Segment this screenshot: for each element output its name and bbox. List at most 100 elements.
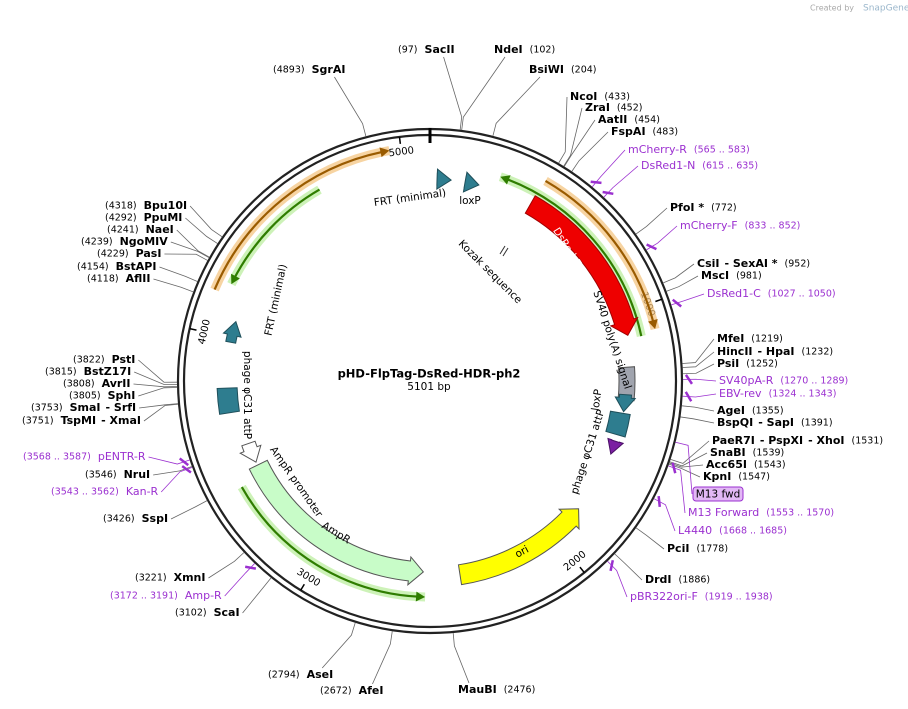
enzyme-name: CsiI	[697, 257, 719, 270]
leader-line	[321, 622, 356, 669]
enzyme-name: BspQI	[717, 416, 753, 429]
tick-mark	[398, 136, 402, 144]
feature-arrow	[457, 508, 580, 586]
enzyme-name: BstAPI	[116, 260, 157, 273]
enzyme-position: (2476)	[504, 685, 536, 696]
leader-line	[682, 363, 715, 375]
enzyme-position: (102)	[530, 45, 556, 56]
enzyme-name: Acc65I	[706, 458, 747, 471]
leader-line	[607, 560, 628, 598]
enzyme-position: (97)	[398, 45, 418, 56]
arc-line	[240, 486, 420, 598]
arc-line	[505, 177, 643, 337]
enzyme-name: AgeI	[717, 404, 745, 417]
leader-line	[134, 371, 178, 385]
tick-mark	[300, 583, 305, 591]
primer-position: (1027 .. 1050)	[768, 289, 836, 300]
feature-arrow	[462, 171, 480, 193]
enzyme-name: PsiI	[717, 357, 739, 370]
enzyme-position: (3815)	[45, 367, 77, 378]
enzyme-position: (4292)	[105, 213, 137, 224]
enzyme-position: (3753)	[31, 403, 63, 414]
kozak-mark	[502, 247, 509, 257]
primer-name: M13 Forward	[688, 506, 759, 519]
enzyme-name: PciI	[667, 542, 689, 555]
leader-line	[614, 553, 643, 581]
primer-position: (833 .. 852)	[745, 221, 801, 232]
arc-head	[648, 318, 658, 330]
leader-line	[461, 56, 506, 131]
arc-head	[500, 175, 511, 185]
primer-position: (3543 .. 3562)	[51, 487, 119, 498]
enzyme-position: (3102)	[175, 608, 207, 619]
enzyme-position: (1391)	[801, 418, 833, 429]
enzyme-name: - HpaI	[758, 345, 795, 358]
enzyme-position: (772)	[711, 203, 737, 214]
enzyme-name: NgoMIV	[120, 235, 169, 248]
leader-line	[671, 293, 705, 306]
leader-line	[681, 405, 715, 412]
leader-line	[492, 76, 541, 137]
feature-arrow	[614, 393, 637, 413]
primer-position: (1668 .. 1685)	[719, 526, 787, 537]
primer-position: (615 .. 635)	[702, 161, 758, 172]
plasmid-length: 5101 bp	[407, 381, 451, 393]
leader-line	[563, 119, 596, 167]
primer-name: Amp-R	[185, 589, 222, 602]
enzyme-name: PasI	[136, 247, 162, 260]
enzyme-position: (4229)	[97, 249, 129, 260]
enzyme-name: PaeR7I	[712, 434, 755, 447]
leader-line	[138, 359, 178, 383]
leader-line	[153, 466, 193, 476]
enzyme-name: XmnI	[174, 571, 206, 584]
enzyme-name: BstZ17I	[84, 365, 132, 378]
tick-label: 4000	[197, 318, 213, 345]
leader-line	[653, 498, 676, 532]
enzyme-name: FspAI	[611, 125, 646, 138]
enzyme-name: MfeI	[717, 332, 744, 345]
leader-line	[669, 452, 708, 467]
feature-label: loxP	[459, 195, 481, 207]
leader-line	[242, 577, 272, 614]
leader-line	[635, 527, 665, 550]
enzyme-position: (1543)	[754, 460, 786, 471]
enzyme-name: SphI	[108, 389, 136, 402]
arc-head	[415, 591, 426, 602]
tick-mark	[189, 327, 197, 331]
feature-label: Kozak sequence	[456, 238, 524, 306]
feature-arrow	[239, 440, 262, 463]
leader-line	[372, 631, 393, 685]
enzyme-position: (2672)	[320, 686, 352, 697]
leader-line	[189, 205, 223, 238]
leader-line	[682, 393, 717, 398]
enzyme-name: DrdI	[645, 573, 672, 586]
enzyme-name: ZraI	[585, 101, 610, 114]
enzyme-name: BsiWI	[529, 63, 564, 76]
leader-line	[670, 440, 710, 464]
tick-mark	[655, 298, 663, 303]
feature-label: FRT (minimal)	[263, 263, 290, 337]
enzyme-position: (4318)	[105, 201, 137, 212]
primer-name: pBR322ori-F	[630, 590, 698, 603]
leader-line	[138, 387, 178, 397]
feature-arrow	[524, 195, 639, 337]
leader-line	[563, 107, 583, 167]
primer-name: mCherry-R	[628, 143, 687, 156]
enzyme-position: (1232)	[802, 347, 834, 358]
enzyme-name: PfoI *	[670, 201, 704, 214]
kozak-mark	[499, 245, 506, 255]
enzyme-name: MauBI	[458, 683, 497, 696]
plasmid-name: pHD-FlpTag-DsRed-HDR-ph2	[338, 367, 521, 381]
enzyme-name: AfeI	[359, 684, 384, 697]
enzyme-name: - SapI	[758, 416, 794, 429]
enzyme-position: (4241)	[107, 225, 139, 236]
primer-name: pENTR-R	[98, 450, 146, 463]
leader-line	[334, 76, 367, 137]
tick-label: 5000	[388, 145, 415, 159]
leader-line	[635, 207, 668, 235]
leader-line	[571, 131, 609, 172]
primer-position: (3568 .. 3587)	[23, 452, 91, 463]
enzyme-name: AseI	[307, 668, 334, 681]
enzyme-name: - XhoI	[808, 434, 844, 447]
